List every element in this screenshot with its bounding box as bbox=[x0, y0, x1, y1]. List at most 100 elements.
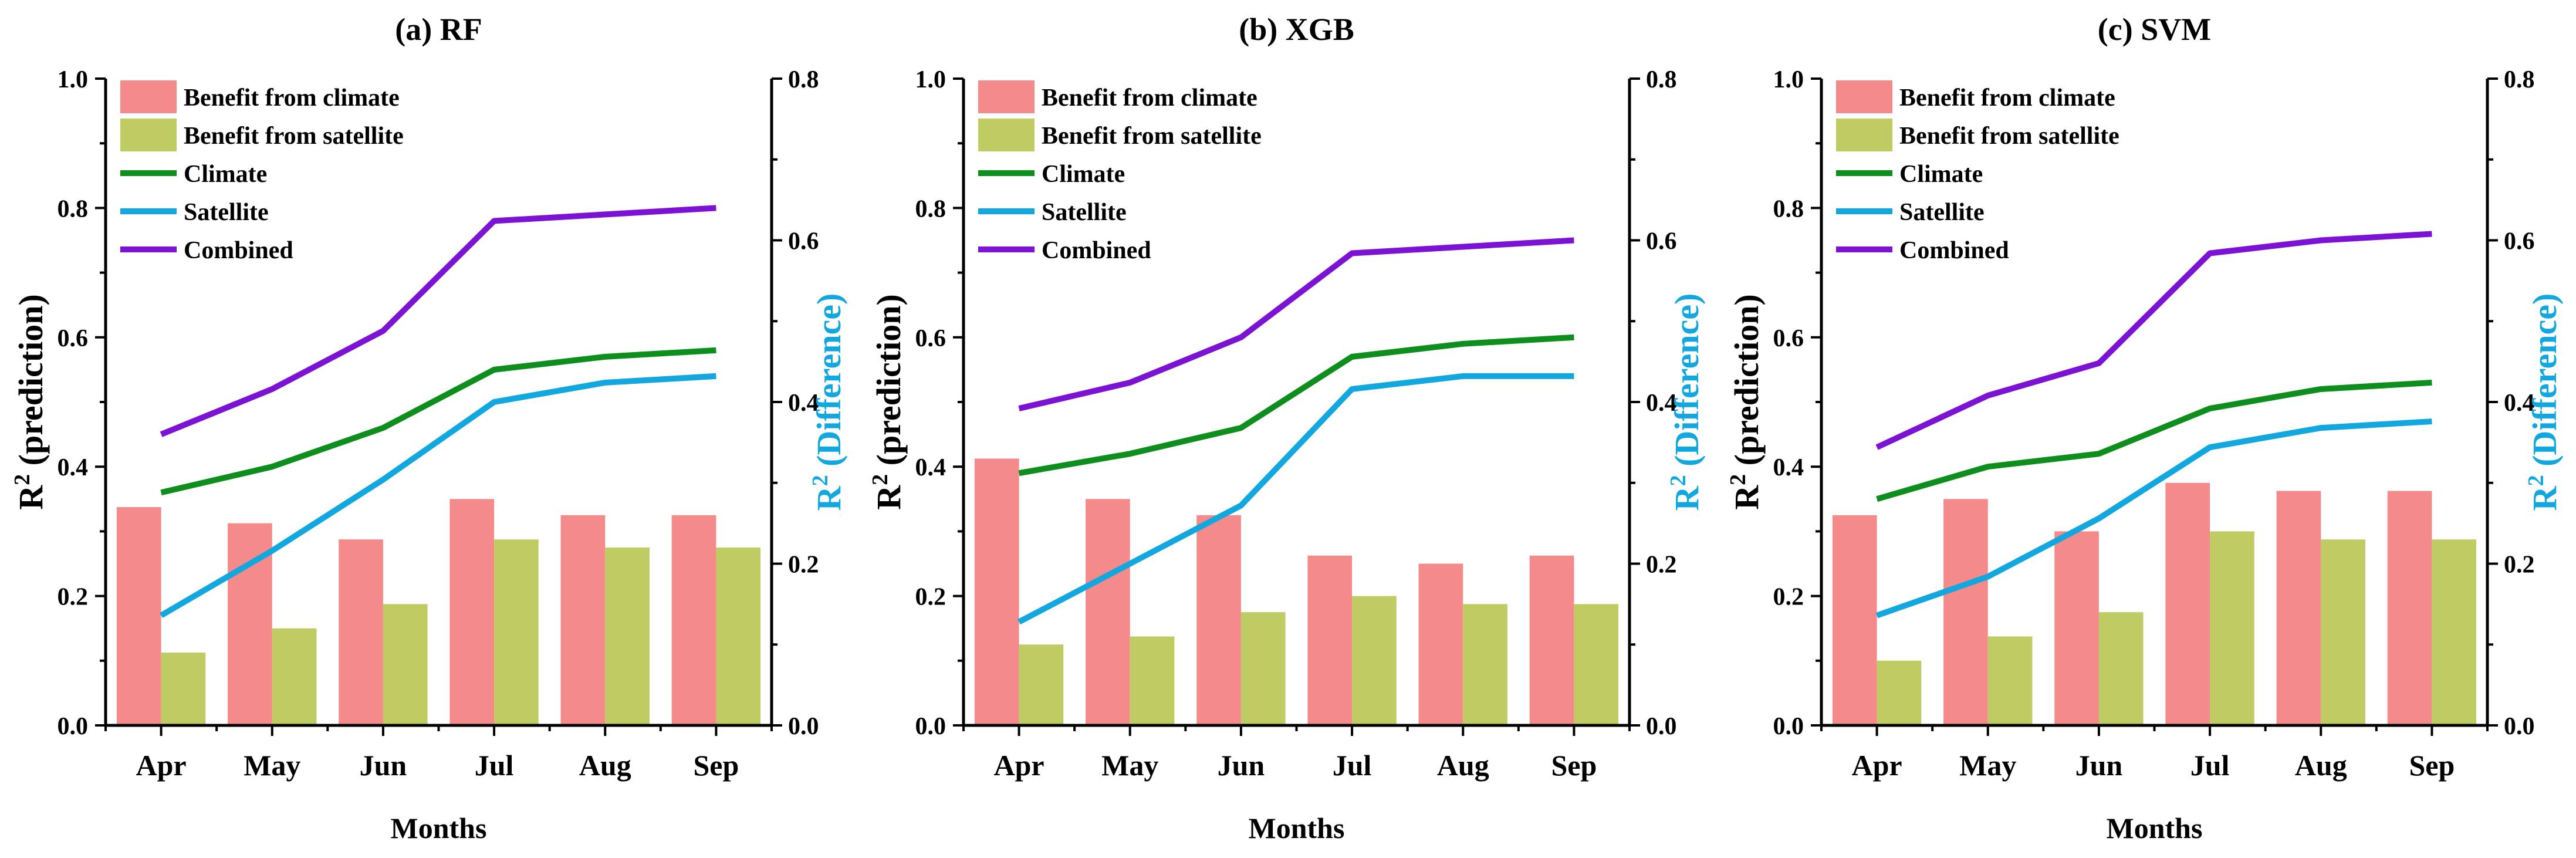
bar-benefit-satellite-apr bbox=[1019, 644, 1064, 725]
bar-benefit-climate-may bbox=[1943, 499, 1988, 725]
bar-benefit-climate-sep bbox=[2387, 491, 2432, 725]
bar-benefit-satellite-may bbox=[1130, 636, 1175, 725]
bar-benefit-climate-jun bbox=[2054, 531, 2099, 725]
left-tick-label: 0.4 bbox=[915, 454, 946, 481]
bar-benefit-satellite-may bbox=[1987, 636, 2033, 725]
legend: Benefit from climate Benefit from satelli… bbox=[978, 80, 1262, 264]
right-tick-label: 0.6 bbox=[2504, 228, 2535, 255]
x-tick-label: Jun bbox=[360, 749, 407, 782]
bar-benefit-satellite-apr bbox=[161, 653, 206, 725]
legend: Benefit from climate Benefit from satelli… bbox=[1836, 80, 2119, 264]
right-axis-label-rest: (Difference) bbox=[810, 293, 848, 475]
left-tick-label: 0.6 bbox=[915, 325, 946, 352]
legend-label: Benefit from satellite bbox=[1042, 123, 1262, 150]
line-combined bbox=[1875, 231, 2432, 450]
legend-label: Benefit from climate bbox=[1899, 85, 2115, 112]
left-tick-label: 0.0 bbox=[1773, 713, 1804, 740]
x-tick-label: Jul bbox=[2190, 749, 2230, 782]
left-axis-label-base: R bbox=[12, 485, 50, 510]
x-tick-label: May bbox=[244, 749, 300, 782]
left-axis-label-text: R2 (prediction) bbox=[1726, 294, 1766, 510]
right-axis-label-base: R bbox=[1668, 485, 1706, 511]
legend-label: Benefit from satellite bbox=[184, 123, 404, 150]
right-tick-label: 0.4 bbox=[788, 390, 819, 417]
right-tick-label: 0.4 bbox=[1646, 390, 1677, 417]
x-tick-label: Aug bbox=[579, 749, 631, 782]
x-tick-label: Jun bbox=[1218, 749, 1265, 782]
left-axis-label-base: R bbox=[870, 485, 908, 510]
left-tick-label: 0.8 bbox=[1773, 195, 1804, 222]
legend-label: Combined bbox=[184, 237, 293, 264]
right-axis-label: R2 (Difference) bbox=[1666, 293, 1706, 511]
right-tick-label: 0.2 bbox=[2504, 552, 2535, 579]
left-tick-label: 1.0 bbox=[915, 66, 946, 93]
right-axis-label-text: R2 (Difference) bbox=[1666, 293, 1706, 511]
legend-swatch-benefit-climate bbox=[120, 80, 177, 113]
right-tick-label: 0.6 bbox=[1646, 228, 1677, 255]
bar-benefit-climate-may bbox=[1086, 499, 1130, 725]
right-axis-label-sup: 2 bbox=[808, 475, 833, 486]
left-tick-label: 1.0 bbox=[1773, 66, 1804, 93]
right-tick-label: 0.0 bbox=[1646, 713, 1677, 740]
legend-swatch-benefit-satellite bbox=[978, 119, 1035, 151]
bar-benefit-climate-apr bbox=[116, 507, 161, 725]
left-tick-label: 0.6 bbox=[1773, 325, 1804, 352]
right-axis-label: R2 (Difference) bbox=[2524, 293, 2564, 511]
chart-title: (a) RF bbox=[395, 12, 482, 47]
x-axis-label: Months bbox=[2107, 812, 2203, 845]
bar-benefit-satellite-jul bbox=[2210, 531, 2254, 725]
bar-benefit-satellite-jun bbox=[2098, 612, 2144, 725]
bar-benefit-satellite-aug bbox=[2321, 539, 2365, 725]
panel-2: (b) XGB 0.0 0.2 0.4 0.6 0.8 1.0 0.0 0.2 0.4 0.6 0.8… bbox=[868, 12, 1706, 845]
bar-benefit-climate-aug bbox=[2276, 491, 2321, 725]
bar-benefit-satellite-aug bbox=[605, 547, 650, 725]
line-satellite bbox=[1875, 418, 2432, 619]
legend: Benefit from climate Benefit from satelli… bbox=[120, 80, 404, 264]
line-satellite bbox=[1017, 373, 1574, 625]
left-tick-label: 0.2 bbox=[915, 584, 946, 611]
x-tick-label: Apr bbox=[136, 749, 187, 782]
right-axis-label-sup: 2 bbox=[1666, 475, 1691, 486]
left-tick-label: 0.4 bbox=[1773, 454, 1804, 481]
bar-benefit-satellite-may bbox=[272, 628, 317, 725]
line-satellite bbox=[160, 373, 716, 618]
bar-benefit-climate-jul bbox=[1307, 555, 1353, 725]
bar-benefit-climate-jul bbox=[2165, 482, 2210, 725]
right-axis-label-text: R2 (Difference) bbox=[808, 293, 848, 511]
x-tick-label: May bbox=[1959, 749, 2016, 782]
legend-label: Satellite bbox=[1042, 199, 1127, 226]
x-tick-label: Sep bbox=[1551, 749, 1597, 782]
bar-benefit-satellite-apr bbox=[1877, 660, 1922, 725]
x-tick-label: Jul bbox=[475, 749, 514, 782]
legend-label: Climate bbox=[184, 161, 267, 188]
bar-benefit-climate-sep bbox=[1529, 555, 1574, 725]
right-axis-label-rest: (Difference) bbox=[1668, 293, 1706, 475]
left-axis-label-base: R bbox=[1728, 485, 1766, 510]
line-climate bbox=[160, 347, 716, 496]
legend-label: Combined bbox=[1899, 237, 2009, 264]
bar-benefit-satellite-sep bbox=[1574, 604, 1619, 725]
right-tick-label: 0.0 bbox=[2504, 713, 2535, 740]
x-tick-label: Apr bbox=[994, 749, 1044, 782]
right-tick-label: 0.4 bbox=[2504, 390, 2535, 417]
bar-benefit-climate-jul bbox=[449, 499, 495, 725]
left-tick-label: 0.6 bbox=[58, 325, 89, 352]
left-axis-label-rest: (prediction) bbox=[1728, 294, 1766, 474]
right-axis-label-base: R bbox=[810, 485, 848, 511]
right-tick-label: 0.6 bbox=[788, 228, 819, 255]
x-tick-label: May bbox=[1101, 749, 1158, 782]
x-tick-label: Sep bbox=[694, 749, 739, 782]
bar-benefit-satellite-jul bbox=[494, 539, 539, 725]
bar-benefit-satellite-jul bbox=[1352, 596, 1397, 725]
left-tick-label: 0.8 bbox=[58, 195, 89, 222]
right-tick-label: 0.2 bbox=[1646, 552, 1677, 579]
left-tick-label: 0.0 bbox=[58, 713, 89, 740]
left-axis-label: R2 (prediction) bbox=[1726, 294, 1766, 510]
legend-label: Climate bbox=[1899, 161, 1983, 188]
panel-1: (a) RF 0.0 0.2 0.4 0.6 0.8 1.0 0.0 0.2 0.4 0.6 0.8 A… bbox=[10, 12, 848, 845]
bar-benefit-climate-jun bbox=[339, 539, 383, 725]
line-climate bbox=[1876, 379, 2432, 502]
bar-benefit-climate-jun bbox=[1196, 515, 1241, 725]
legend-swatch-benefit-climate bbox=[1836, 80, 1892, 113]
